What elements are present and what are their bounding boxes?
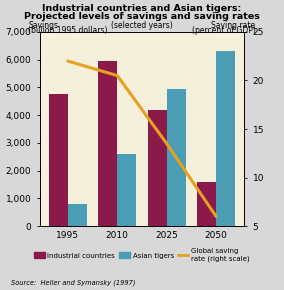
Bar — [49, 94, 68, 226]
Bar — [148, 110, 167, 226]
Legend: Industrial countries, Asian tigers, Global saving
rate (right scale): Industrial countries, Asian tigers, Glob… — [34, 248, 250, 262]
Text: Industrial countries and Asian tigers:: Industrial countries and Asian tigers: — [42, 4, 242, 13]
Bar — [197, 182, 216, 226]
Bar — [117, 154, 136, 226]
Bar — [216, 51, 235, 226]
Text: Source:  Heller and Symansky (1997): Source: Heller and Symansky (1997) — [11, 279, 136, 286]
Text: Savings: Savings — [28, 21, 59, 30]
Text: (selected years): (selected years) — [111, 21, 173, 30]
Bar — [68, 204, 87, 226]
Bar — [99, 61, 117, 226]
Bar — [167, 89, 185, 226]
Text: Projected levels of savings and saving rates: Projected levels of savings and saving r… — [24, 12, 260, 21]
Text: (percent of GDP): (percent of GDP) — [192, 26, 256, 35]
Text: Saving rate: Saving rate — [212, 21, 256, 30]
Text: (billion 1995 dollars): (billion 1995 dollars) — [28, 26, 108, 35]
